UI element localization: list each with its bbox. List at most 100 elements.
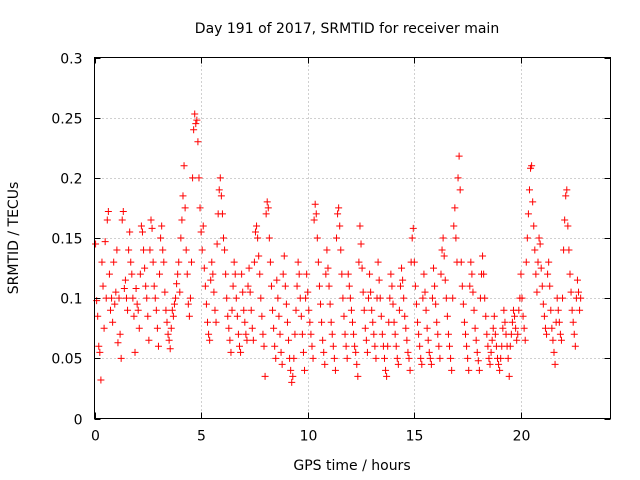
y-tick-label: 0.15	[51, 232, 82, 248]
data-point	[290, 354, 298, 362]
data-point	[291, 330, 299, 338]
data-point	[403, 336, 411, 344]
data-point	[575, 288, 583, 296]
data-point	[469, 288, 477, 296]
x-tick-label: 5	[197, 429, 206, 445]
data-point	[188, 258, 196, 266]
data-point	[570, 330, 578, 338]
data-point	[97, 376, 105, 384]
data-point	[551, 360, 559, 368]
data-point	[577, 294, 585, 302]
data-point	[237, 348, 245, 356]
data-point	[441, 276, 449, 284]
data-point	[571, 342, 579, 350]
data-point	[484, 342, 492, 350]
data-point	[288, 378, 296, 386]
data-point	[173, 280, 181, 288]
data-point	[306, 318, 314, 326]
data-point	[122, 294, 130, 302]
data-point	[147, 216, 155, 224]
data-point	[217, 192, 225, 200]
data-point	[240, 306, 248, 314]
data-point	[249, 336, 257, 344]
data-point	[218, 210, 226, 218]
data-point	[411, 282, 419, 290]
data-point	[380, 354, 388, 362]
data-point	[227, 348, 235, 356]
data-point	[106, 306, 114, 314]
data-point	[406, 366, 414, 374]
data-point	[372, 354, 380, 362]
data-point	[504, 354, 512, 362]
data-point	[417, 354, 425, 362]
data-point	[278, 360, 286, 368]
data-point	[545, 258, 553, 266]
data-point	[489, 324, 497, 332]
data-point	[310, 216, 318, 224]
data-point	[468, 270, 476, 278]
data-point	[299, 348, 307, 356]
data-point	[341, 330, 349, 338]
data-point	[289, 372, 297, 380]
data-point	[185, 312, 193, 320]
data-point	[276, 330, 284, 338]
data-point	[314, 258, 322, 266]
data-point	[529, 198, 537, 206]
data-point	[363, 348, 371, 356]
data-point	[432, 300, 440, 308]
data-point	[262, 210, 270, 218]
data-point	[207, 276, 215, 284]
data-point	[455, 152, 463, 160]
data-point	[272, 354, 280, 362]
data-point	[305, 306, 313, 314]
data-point	[321, 360, 329, 368]
data-point	[208, 258, 216, 266]
data-point	[485, 354, 493, 362]
data-point	[150, 282, 158, 290]
data-point	[512, 324, 520, 332]
data-point	[368, 306, 376, 314]
x-tick-label: 10	[300, 429, 318, 445]
data-point	[270, 324, 278, 332]
data-point	[137, 222, 145, 230]
data-point	[555, 318, 563, 326]
data-point	[474, 357, 482, 365]
data-point	[110, 258, 118, 266]
data-point	[163, 318, 171, 326]
data-point	[362, 336, 370, 344]
data-point	[303, 270, 311, 278]
data-point	[331, 366, 339, 374]
data-point	[311, 200, 319, 208]
data-point	[211, 306, 219, 314]
data-point	[472, 336, 480, 344]
data-point	[301, 366, 309, 374]
data-point	[396, 282, 404, 290]
data-point	[550, 348, 558, 356]
data-point	[511, 312, 519, 320]
data-point	[112, 288, 120, 296]
data-point	[383, 372, 391, 380]
data-point	[120, 285, 128, 293]
data-point	[118, 216, 126, 224]
data-point	[467, 258, 475, 266]
data-point	[333, 234, 341, 242]
data-point	[215, 186, 223, 194]
data-point	[402, 324, 410, 332]
data-point	[295, 270, 303, 278]
data-point	[405, 354, 413, 362]
data-point	[133, 300, 141, 308]
data-point	[522, 258, 530, 266]
data-point	[391, 330, 399, 338]
data-point	[357, 240, 365, 248]
data-point	[312, 210, 320, 218]
data-point	[166, 345, 174, 353]
data-point	[156, 270, 164, 278]
data-point	[285, 336, 293, 344]
y-tick-label: 0.05	[51, 352, 82, 368]
data-point	[297, 312, 305, 320]
data-point	[213, 240, 221, 248]
data-point	[265, 234, 273, 242]
data-point	[444, 330, 452, 338]
data-point	[482, 312, 490, 320]
data-point	[436, 354, 444, 362]
